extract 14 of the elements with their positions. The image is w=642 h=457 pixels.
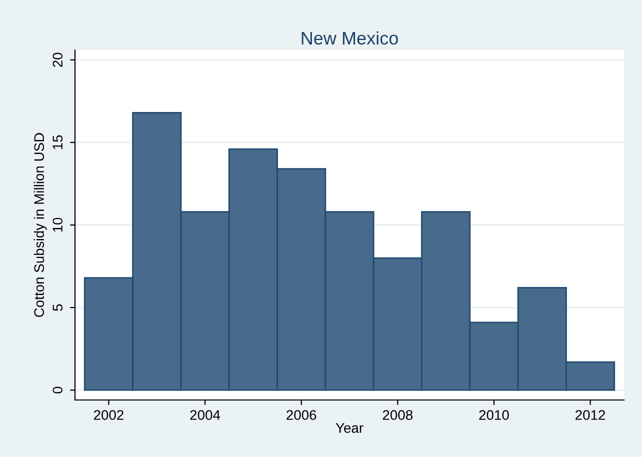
y-axis-title: Cotton Subsidy in Million USD [34, 133, 47, 317]
y-tick-label: 20 [52, 52, 63, 67]
y-tick-label: 10 [52, 218, 63, 232]
chart-title: New Mexico [302, 31, 398, 45]
x-tick-label: 2010 [479, 410, 509, 420]
x-tick-label: 2002 [94, 410, 124, 420]
x-tick-label: 2008 [382, 410, 413, 420]
y-tick-label: 0 [52, 386, 63, 394]
x-tick-label: 2006 [286, 410, 316, 420]
x-tick-label: 2004 [190, 410, 220, 420]
x-tick-label: 2012 [576, 410, 606, 420]
x-axis-title: Year [336, 423, 364, 433]
y-tick-label: 15 [52, 135, 63, 150]
y-tick-label: 5 [52, 304, 63, 311]
